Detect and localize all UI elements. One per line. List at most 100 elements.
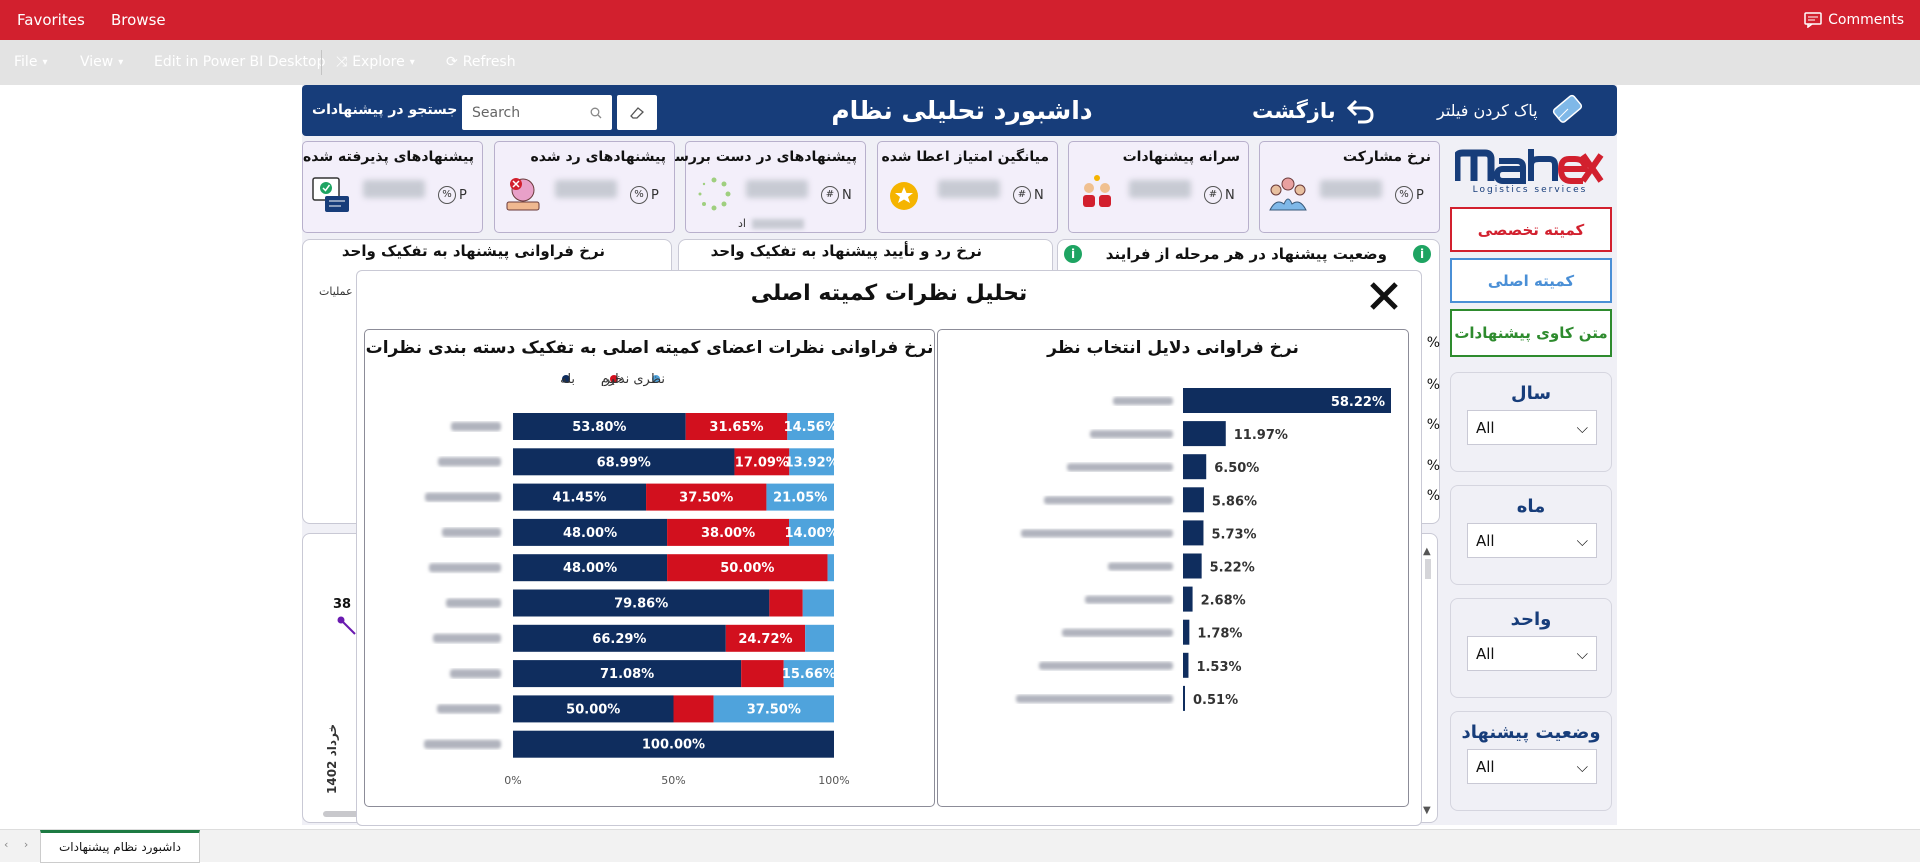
bar-segment-no[interactable] — [667, 554, 828, 582]
file-menu[interactable]: File ▾ — [14, 40, 47, 85]
bar[interactable] — [1183, 487, 1204, 513]
bar-segment-yes[interactable] — [513, 518, 668, 546]
search-input[interactable]: Search — [462, 95, 612, 130]
eraser-button[interactable] — [617, 95, 657, 130]
kpi-card-rejected[interactable]: پیشنهادهای رد شده % P — [494, 141, 675, 233]
company-logo: Logistics services — [1450, 141, 1610, 201]
data-label: 50.00% — [720, 561, 774, 576]
data-label: 17.09% — [735, 455, 789, 470]
close-button[interactable] — [1369, 281, 1399, 317]
page-tab[interactable]: داشبورد نظام پیشنهادات — [40, 830, 200, 863]
data-label: 24.72% — [738, 632, 792, 647]
kpi-card-in-review[interactable]: پیشنهادهای در دست بررسی # N اد — [661, 141, 866, 233]
kpi-badge: % P — [630, 186, 659, 204]
bar[interactable] — [1183, 586, 1193, 612]
bar-segment-none[interactable] — [827, 554, 834, 582]
year-dropdown[interactable]: All ⌵ — [1467, 410, 1597, 445]
kpi-title: پیشنهادهای پذیرفته شده — [303, 149, 474, 165]
info-icon[interactable]: i — [1413, 245, 1431, 263]
category-label — [1067, 463, 1173, 472]
kpi-card-per-capita[interactable]: سرانه پیشنهادات # N — [1068, 141, 1249, 233]
bar-segment-none[interactable] — [802, 589, 834, 617]
bar-segment-no[interactable] — [646, 483, 767, 511]
back-button[interactable]: بازگشت — [1252, 85, 1376, 136]
kpi-card-accepted[interactable]: پیشنهادهای پذیرفته شده % P — [302, 141, 483, 233]
bar-segment-none[interactable] — [789, 518, 834, 546]
bar-segment-yes[interactable] — [513, 695, 674, 723]
slicer-label: ماه — [1516, 496, 1546, 517]
bar-segment-yes[interactable] — [513, 730, 834, 758]
bar-segment-none[interactable] — [789, 448, 834, 476]
explore-icon: ⤨ — [336, 54, 348, 70]
text-mining-button[interactable]: متن کاوی پیشنهادات — [1450, 309, 1612, 357]
kpi-badge-letter: P — [1416, 187, 1424, 203]
bar-segment-yes[interactable] — [513, 413, 686, 440]
bar-segment-yes[interactable] — [513, 483, 647, 511]
vertical-scrollbar[interactable]: ▲ ▼ — [1423, 546, 1433, 816]
chevron-down-icon: ⌵ — [1576, 644, 1588, 663]
bar[interactable] — [1183, 685, 1185, 711]
bar-segment-yes[interactable] — [513, 624, 726, 652]
bar-segment-no[interactable] — [741, 660, 784, 688]
reasons-frequency-chart: نرخ فراوانی دلایل انتخاب نظر 58.22% 11.97… — [937, 329, 1409, 807]
stacked-bar-chart: بله خیر نظری ندارم 53.80% 31.65% 14.56% 68.… — [424, 372, 850, 787]
bar-segment-no[interactable] — [769, 589, 803, 617]
bar-segment-no[interactable] — [667, 518, 790, 546]
info-icon[interactable]: i — [1064, 245, 1082, 263]
undo-arrow-icon — [1346, 99, 1374, 123]
month-axis-label: خرداد 1402 — [325, 723, 339, 794]
bar-segment-yes[interactable] — [513, 448, 735, 476]
bar-segment-no[interactable] — [673, 695, 714, 723]
bar-segment-no[interactable] — [725, 624, 806, 652]
kpi-badge-letter: P — [459, 187, 467, 203]
bar-segment-none[interactable] — [805, 624, 834, 652]
view-label: View — [80, 54, 114, 70]
kpi-card-avg-score[interactable]: میانگین امتیاز اعطا شده # N — [877, 141, 1058, 233]
dropdown-value: All — [1476, 531, 1495, 550]
view-menu[interactable]: View ▾ — [80, 40, 123, 85]
main-committee-button[interactable]: کمیته اصلی — [1450, 258, 1612, 303]
bar[interactable] — [1183, 520, 1204, 546]
data-label: 5.22% — [1210, 561, 1255, 576]
data-label: 5.86% — [1212, 494, 1257, 509]
kpi-card-participation[interactable]: نرخ مشارکت % P — [1259, 141, 1440, 233]
scroll-thumb[interactable] — [1425, 559, 1431, 579]
page-nav-arrows[interactable]: ‹ › — [4, 838, 35, 851]
unit-dropdown[interactable]: All ⌵ — [1467, 636, 1597, 671]
percent-mark: % — [1426, 458, 1440, 474]
eraser-icon — [1552, 94, 1582, 123]
two-people-icon — [1083, 175, 1111, 207]
bar-segment-none[interactable] — [766, 483, 834, 511]
panel-title: نرخ فراوانی پیشنهاد به تفکیک واحد — [341, 242, 605, 260]
browse-link[interactable]: Browse — [111, 11, 166, 29]
bar[interactable] — [1183, 388, 1391, 413]
refresh-button[interactable]: ⟳ Refresh — [446, 40, 516, 85]
bar[interactable] — [1183, 553, 1202, 579]
edit-desktop-button[interactable]: Edit in Power BI Desktop — [154, 40, 325, 85]
bar-segment-no[interactable] — [685, 413, 788, 440]
bar-segment-yes[interactable] — [513, 660, 742, 688]
explore-menu[interactable]: ⤨ Explore ▾ — [336, 40, 415, 85]
bar[interactable] — [1183, 421, 1226, 447]
kpi-badge-letter: P — [651, 187, 659, 203]
clear-filter-button[interactable]: پاک کردن فیلتر — [1437, 85, 1588, 136]
refresh-label: Refresh — [462, 54, 516, 70]
favorites-link[interactable]: Favorites — [17, 11, 85, 29]
bar-segment-yes[interactable] — [513, 554, 668, 582]
bar[interactable] — [1183, 619, 1190, 645]
legend-yes: بله — [560, 372, 575, 387]
status-dropdown[interactable]: All ⌵ — [1467, 749, 1597, 784]
search-label: جستجو در پیشنهادات — [312, 102, 458, 118]
bar-segment-no[interactable] — [734, 448, 790, 476]
bar[interactable] — [1183, 454, 1207, 480]
bar-segment-none[interactable] — [783, 660, 834, 688]
bar-segment-none[interactable] — [787, 413, 835, 440]
horizontal-scrollbar[interactable] — [323, 811, 363, 817]
bar-segment-none[interactable] — [713, 695, 834, 723]
comments-button[interactable]: Comments — [1804, 0, 1904, 40]
category-label — [451, 422, 501, 431]
month-dropdown[interactable]: All ⌵ — [1467, 523, 1597, 558]
bar[interactable] — [1183, 652, 1189, 678]
expert-committee-button[interactable]: کمیته تخصصی — [1450, 207, 1612, 252]
bar-segment-yes[interactable] — [513, 589, 770, 617]
